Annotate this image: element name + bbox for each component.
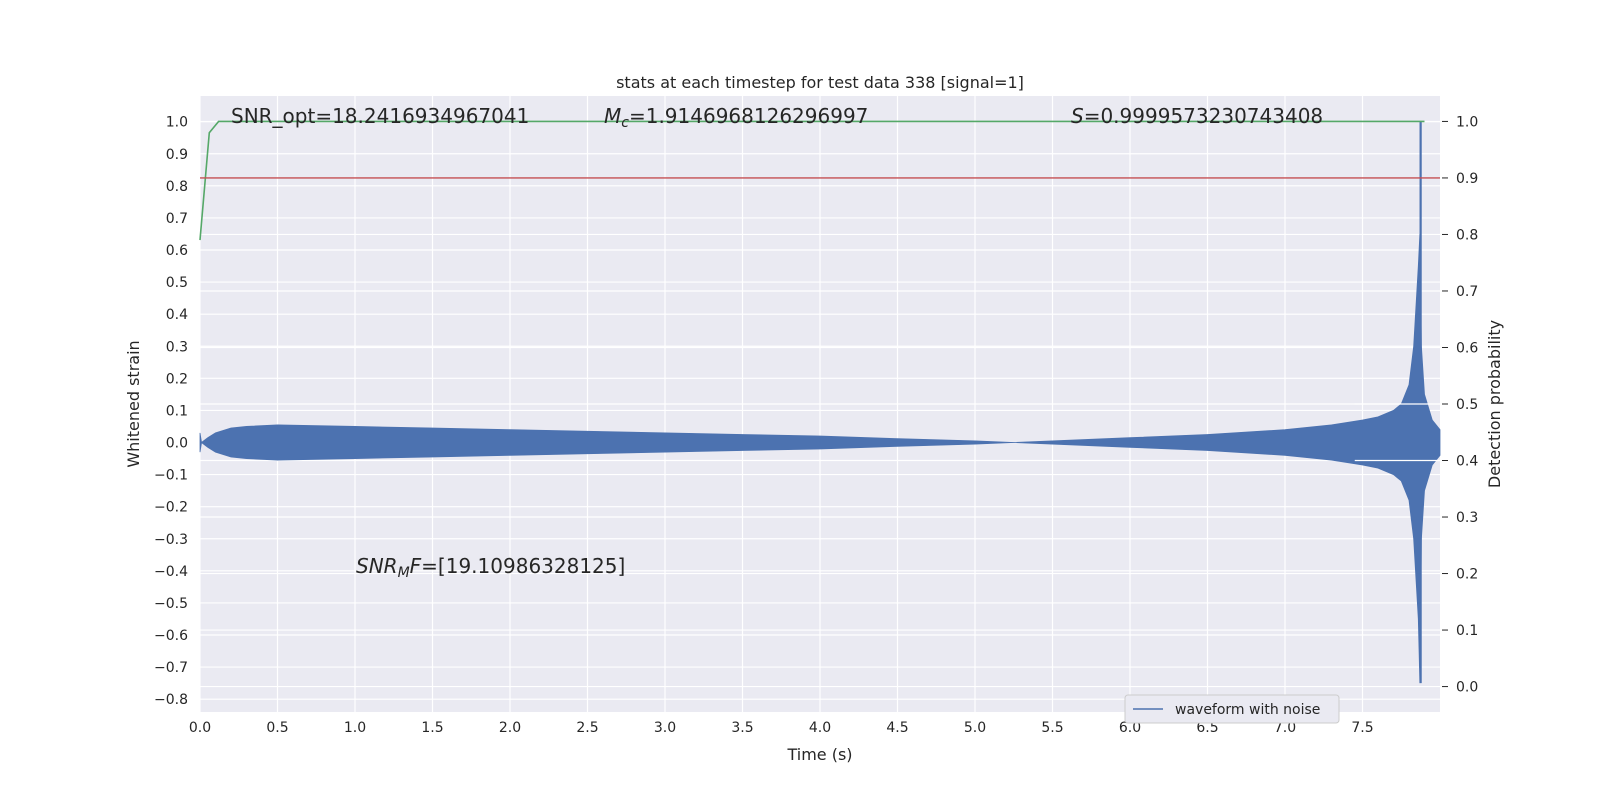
y-axis-label: Whitened strain (124, 340, 143, 467)
x-tick-label: 2.5 (576, 720, 598, 736)
y-tick-label: 0.7 (166, 211, 188, 227)
y-ticks: −0.8 −0.7 −0.6 −0.5 −0.4 −0.3 −0.2 −0.1 0.0 0.1 0.… (154, 115, 188, 709)
y-tick-label: 0.8 (166, 179, 188, 195)
snr-mf-annotation: SNRMF=[19.10986328125] (356, 554, 625, 581)
y-tick-label: 0.5 (166, 275, 188, 291)
y-tick-label: −0.2 (154, 500, 188, 516)
snr-opt-annotation: SNR_opt=18.2416934967041 (231, 104, 529, 128)
y-tick-label: −0.4 (154, 564, 188, 580)
y2-tick-label: 0.3 (1456, 510, 1478, 526)
y2-ticks: 0.0 0.1 0.2 0.3 0.4 0.5 0.6 0.7 0.8 0.9 1.0 (1442, 114, 1478, 696)
y-tick-label: 0.1 (166, 403, 188, 419)
x-tick-label: 6.5 (1196, 720, 1218, 736)
y2-tick-label: 0.5 (1456, 397, 1478, 413)
x-tick-label: 4.0 (809, 720, 831, 736)
y2-tick-label: 0.8 (1456, 227, 1478, 243)
x-tick-label: 0.5 (266, 720, 288, 736)
waveform-layer (199, 121, 1441, 684)
y-tick-label: 0.6 (166, 243, 188, 259)
y-tick-label: 0.3 (166, 339, 188, 355)
legend: waveform with noise (1124, 694, 1340, 724)
y-tick-label: 0.0 (166, 436, 188, 452)
snr-mf-f: F (410, 554, 422, 578)
y2-tick-label: 0.0 (1456, 680, 1478, 696)
x-tick-label: 5.5 (1041, 720, 1063, 736)
y2-tick-label: 0.2 (1456, 567, 1478, 583)
chart-title: stats at each timestep for test data 338… (616, 73, 1024, 92)
y-tick-label: 0.9 (166, 147, 188, 163)
y-tick-label: 0.4 (166, 307, 188, 323)
s-value: =0.9999573230743408 (1084, 104, 1323, 128)
y-tick-label: −0.5 (154, 596, 188, 612)
x-tick-label: 0.0 (189, 720, 211, 736)
mc-subscript: c (621, 115, 629, 131)
x-axis-label: Time (s) (786, 745, 852, 764)
y2-tick-label: 0.1 (1456, 623, 1478, 639)
legend-box (1124, 694, 1340, 724)
x-tick-label: 3.5 (731, 720, 753, 736)
y-tick-label: −0.3 (154, 532, 188, 548)
x-tick-label: 5.0 (964, 720, 986, 736)
mc-annotation: Mc=1.9146968126296997 (604, 104, 868, 131)
snr-mf-subscript: M (398, 565, 410, 581)
x-tick-label: 1.5 (421, 720, 443, 736)
probability-layer (199, 120, 1440, 462)
x-tick-label: 4.5 (886, 720, 908, 736)
s-symbol: S (1071, 104, 1084, 128)
x-ticks: 0.0 0.5 1.0 1.5 2.0 2.5 3.0 3.5 4.0 4.5 5.0 5.5 6.0 6… (189, 720, 1374, 736)
waveform-envelope-series (199, 233, 1441, 684)
y2-tick-label: 0.7 (1456, 284, 1478, 300)
y2-tick-label: 0.9 (1456, 171, 1478, 187)
mc-value: =1.9146968126296997 (629, 104, 868, 128)
x-tick-label: 6.0 (1119, 720, 1141, 736)
x-tick-label: 3.0 (654, 720, 676, 736)
snr-mf-value: =[19.10986328125] (421, 554, 625, 578)
y-tick-label: −0.7 (154, 660, 188, 676)
legend-entry-label: waveform with noise (1175, 702, 1320, 718)
detection-probability-line (199, 120, 1425, 241)
y-tick-label: −0.8 (154, 692, 188, 708)
y-tick-label: 1.0 (166, 115, 188, 131)
y2-axis-label: Detection probability (1485, 320, 1504, 488)
snr-mf-symbol: SNR (356, 554, 398, 578)
y-tick-label: 0.2 (166, 371, 188, 387)
x-tick-label: 7.0 (1274, 720, 1296, 736)
y-tick-label: −0.1 (154, 468, 188, 484)
x-tick-label: 2.0 (499, 720, 521, 736)
s-annotation: S=0.9999573230743408 (1071, 104, 1323, 128)
y2-tick-label: 1.0 (1456, 114, 1478, 130)
x-tick-label: 1.0 (344, 720, 366, 736)
y-tick-label: −0.6 (154, 628, 188, 644)
x-tick-label: 7.5 (1351, 720, 1373, 736)
mc-symbol: M (604, 104, 621, 128)
y2-tick-label: 0.4 (1456, 454, 1478, 470)
y2-tick-label: 0.6 (1456, 340, 1478, 356)
